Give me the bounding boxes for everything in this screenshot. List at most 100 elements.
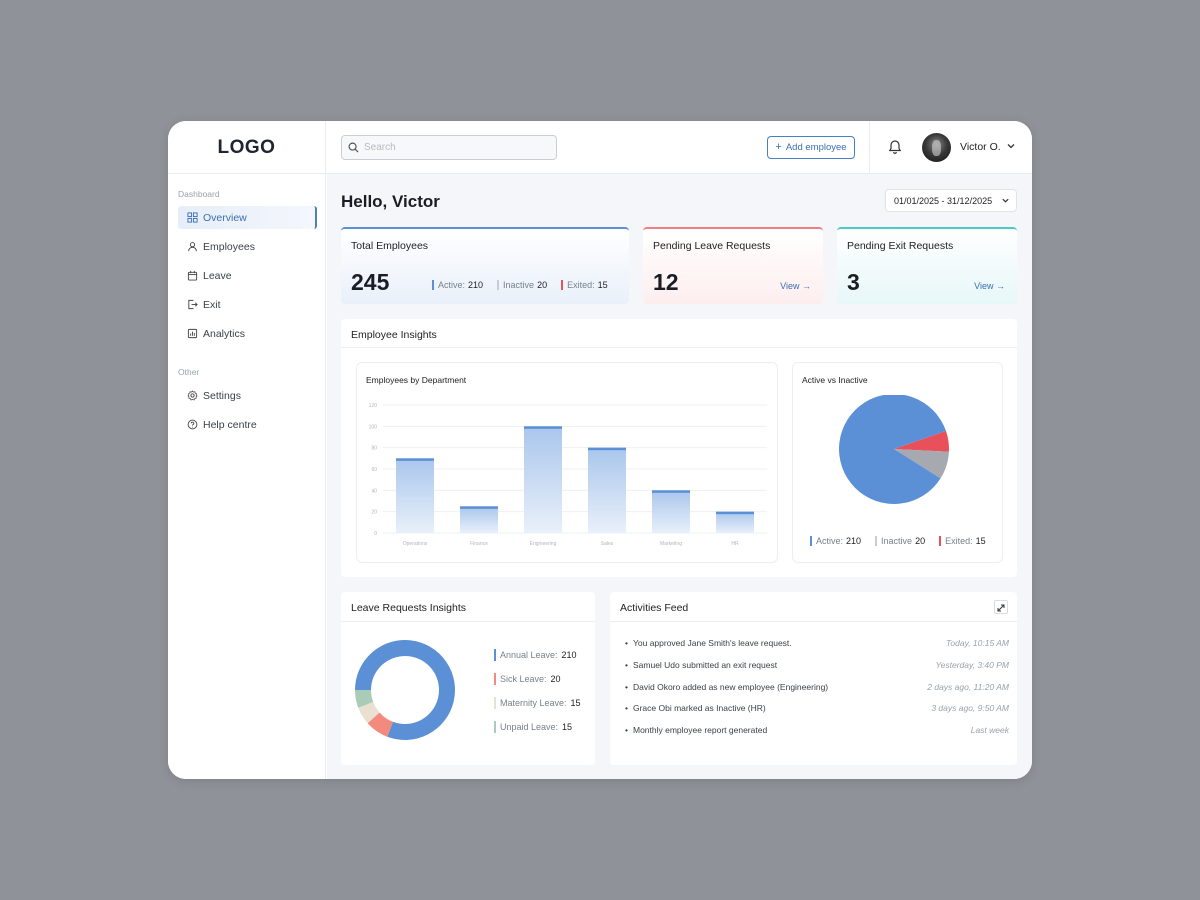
donut-segment-unpaid-leave[interactable]: [355, 689, 374, 708]
sidebar-item-label: Help centre: [203, 418, 257, 431]
legend-value: 210: [561, 650, 577, 660]
bell-icon[interactable]: [886, 138, 904, 156]
bar-cap: [460, 506, 498, 509]
legend-exited-label: Exited:: [945, 536, 973, 546]
leave-legend-sick: Sick Leave: 20: [494, 673, 581, 685]
view-label: View: [780, 281, 800, 291]
x-tick-label: Engineering: [530, 541, 557, 547]
sidebar-item-exit[interactable]: Exit: [178, 293, 317, 316]
pie-slice-inactive[interactable]: [894, 449, 949, 479]
feed-item[interactable]: • Monthly employee report generated Last w…: [625, 725, 1009, 735]
panel-title: Activities Feed: [620, 602, 689, 614]
sidebar-item-overview[interactable]: Overview: [178, 206, 317, 229]
donut-segment-sick-leave[interactable]: [367, 712, 394, 737]
x-tick-label: Marketing: [660, 541, 682, 547]
feed-time: Last week: [970, 725, 1009, 735]
feed-item[interactable]: • David Okoro added as new employee (Engi…: [625, 682, 1009, 692]
feed-item[interactable]: • Samuel Udo submitted an exit request Yes…: [625, 660, 1009, 670]
sidebar-item-employees[interactable]: Employees: [178, 235, 317, 258]
bar[interactable]: [396, 458, 434, 533]
feed-text: David Okoro added as new employee (Engin…: [632, 682, 829, 692]
bar[interactable]: [652, 490, 690, 533]
pie-slice-active[interactable]: [839, 395, 946, 505]
legend-active-label: Active:: [816, 536, 844, 546]
feed-text: Grace Obi marked as Inactive (HR): [632, 703, 766, 713]
chevron-down-icon[interactable]: [1006, 141, 1016, 151]
panel-divider: [610, 621, 1017, 622]
page-title: Hello, Victor: [341, 192, 440, 211]
pending-exit-value: 3: [847, 269, 860, 295]
card-title: Pending Leave Requests: [653, 240, 771, 252]
legend-active: Active: 210: [810, 536, 861, 546]
card-title: Pending Exit Requests: [847, 240, 954, 252]
legend-value: 15: [570, 698, 581, 708]
chart-icon: [187, 328, 198, 339]
pending-exit-card: Pending Exit Requests 3 View →: [837, 227, 1017, 304]
x-tick-label: Operations: [403, 541, 428, 547]
sidebar-section-other: Other: [178, 367, 200, 377]
y-tick-label: 80: [371, 446, 377, 452]
bar[interactable]: [524, 426, 562, 533]
active-inactive-card: Active vs Inactive Active: 210 Inactive 20…: [792, 362, 1003, 563]
search-box[interactable]: [341, 135, 557, 160]
legend-inactive-value: 20: [915, 536, 926, 546]
sidebar-item-label: Leave: [203, 269, 232, 282]
donut-segment-maternity-leave[interactable]: [358, 701, 380, 724]
feed-text: Monthly employee report generated: [632, 725, 768, 735]
topbar-divider: [869, 121, 870, 174]
sidebar-item-help[interactable]: Help centre: [178, 413, 317, 436]
panel-divider: [341, 347, 1017, 348]
dashboard-window: LOGO + Add employee Victor O. Dashboard …: [168, 121, 1032, 779]
view-leave-link[interactable]: View →: [780, 281, 811, 291]
employee-insights-panel: Employee Insights Employees by Departmen…: [341, 319, 1017, 577]
search-icon: [348, 142, 359, 153]
sidebar-item-settings[interactable]: Settings: [178, 384, 317, 407]
exited-stat-value: 15: [597, 280, 608, 290]
search-input[interactable]: [364, 142, 544, 153]
leave-legend: Annual Leave: 210 Sick Leave: 20 Maternity…: [494, 649, 581, 745]
total-breakdown: Active: 210 Inactive 20 Exited: 15: [432, 280, 608, 290]
chevron-down-icon: [1002, 198, 1009, 203]
sidebar: Dashboard Overview Employees Leave Exit …: [168, 174, 326, 779]
feed-text: You approved Jane Smith's leave request.: [632, 638, 792, 648]
feed-item[interactable]: • You approved Jane Smith's leave request…: [625, 638, 1009, 648]
legend-label: Maternity Leave:: [500, 698, 567, 708]
sidebar-item-label: Analytics: [203, 327, 246, 340]
expand-button[interactable]: [994, 600, 1008, 614]
sidebar-item-leave[interactable]: Leave: [178, 264, 317, 287]
bar[interactable]: [716, 511, 754, 533]
panel-divider: [341, 621, 595, 622]
logo[interactable]: LOGO: [168, 121, 326, 174]
view-exit-link[interactable]: View →: [974, 281, 1005, 291]
add-employee-button[interactable]: + Add employee: [767, 136, 855, 159]
inactive-stat-value: 20: [537, 280, 548, 290]
add-employee-label: Add employee: [785, 142, 847, 153]
legend-exited: Exited: 15: [939, 536, 986, 546]
sidebar-item-label: Employees: [203, 240, 255, 253]
y-tick-label: 120: [369, 403, 378, 409]
legend-active-value: 210: [846, 536, 862, 546]
y-tick-label: 20: [371, 510, 377, 516]
bar[interactable]: [460, 506, 498, 533]
bar-cap: [588, 447, 626, 451]
date-range-value: 01/01/2025 - 31/12/2025: [894, 195, 993, 206]
feed-time: Yesterday, 3:40 PM: [935, 660, 1009, 670]
sidebar-item-label: Exit: [203, 298, 221, 311]
active-stat-value: 210: [468, 280, 484, 290]
pie-slice-exited[interactable]: [894, 430, 949, 452]
bar-cap: [652, 490, 690, 493]
bar[interactable]: [588, 447, 626, 533]
user-icon: [188, 242, 197, 252]
chart-title: Active vs Inactive: [802, 375, 868, 385]
feed-item[interactable]: • Grace Obi marked as Inactive (HR) 3 days…: [625, 703, 1009, 713]
donut-segment-annual-leave[interactable]: [355, 640, 455, 740]
avatar[interactable]: [922, 133, 951, 162]
user-name[interactable]: Victor O.: [960, 141, 1001, 153]
pending-leave-card: Pending Leave Requests 12 View →: [643, 227, 823, 304]
legend-label: Sick Leave:: [500, 674, 547, 684]
main-content: Hello, Victor 01/01/2025 - 31/12/2025 To…: [327, 174, 1032, 779]
date-range-picker[interactable]: 01/01/2025 - 31/12/2025: [885, 189, 1017, 212]
active-inactive-pie: [839, 395, 949, 505]
grid-icon: [187, 212, 198, 223]
sidebar-item-analytics[interactable]: Analytics: [178, 322, 317, 345]
